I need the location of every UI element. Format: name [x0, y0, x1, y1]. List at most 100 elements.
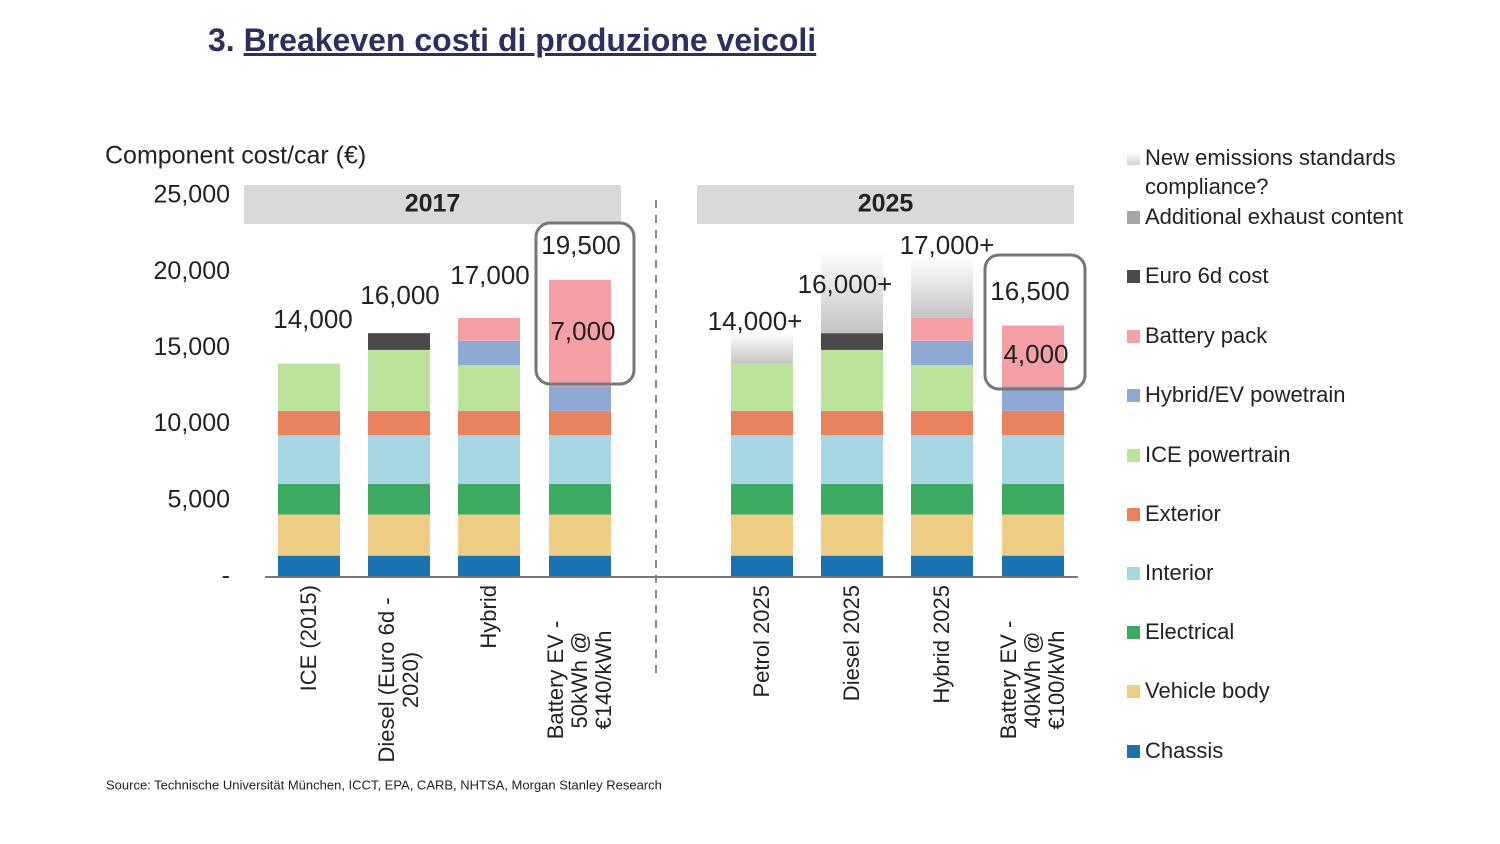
- bar-segment: [278, 410, 340, 436]
- bar-segment: [278, 363, 340, 411]
- legend-label: Hybrid/EV powetrain: [1145, 382, 1346, 407]
- x-tick-label: Hybrid: [476, 585, 501, 649]
- source: Source: Technische Universität München, …: [106, 777, 662, 792]
- bar-segment: [368, 555, 430, 577]
- segment-label: 7,000: [550, 316, 615, 346]
- total-label: 19,500: [541, 230, 621, 260]
- bar-segment: [368, 410, 430, 436]
- legend-label: Interior: [1145, 560, 1214, 585]
- bar-segment: [368, 333, 430, 350]
- bar-segment: [458, 317, 520, 341]
- total-label: 16,000: [360, 280, 440, 310]
- bar-segment: [1002, 514, 1064, 556]
- bar-segment: [458, 484, 520, 515]
- bar-segment: [549, 435, 611, 485]
- bar-segment: [458, 410, 520, 436]
- bar-segment: [821, 555, 883, 577]
- bar-segment: [549, 410, 611, 436]
- y-tick-label: 20,000: [154, 257, 230, 285]
- bar-segment: [458, 365, 520, 411]
- bar-segment: [458, 555, 520, 577]
- bar-segment: [911, 256, 973, 318]
- x-tick-label: Diesel (Euro 6d - 2020): [374, 597, 423, 763]
- bar-segment: [458, 340, 520, 366]
- bar-segment: [278, 555, 340, 577]
- bar-segment: [1002, 484, 1064, 515]
- bar-segment: [911, 435, 973, 485]
- bar-segment: [549, 386, 611, 411]
- total-label: 14,000+: [708, 306, 803, 336]
- bar-segment: [731, 333, 793, 364]
- bar-segment: [911, 365, 973, 411]
- bar-segment: [1002, 435, 1064, 485]
- legend-label: ICE powertrain: [1145, 442, 1291, 467]
- bar-segment: [549, 514, 611, 556]
- bar-segment: [458, 435, 520, 485]
- legend-swatch: [1127, 508, 1140, 521]
- x-tick-label: Hybrid 2025: [929, 585, 954, 704]
- legend-label: Vehicle body: [1145, 678, 1270, 703]
- legend-swatch: [1127, 211, 1140, 224]
- bar-segment: [731, 484, 793, 515]
- x-tick-label: Diesel 2025: [839, 585, 864, 702]
- bar-segment: [821, 435, 883, 485]
- bar-segment: [1002, 410, 1064, 436]
- legend-label: Chassis: [1145, 738, 1224, 763]
- y-axis-label: Component cost/car (€): [105, 142, 366, 170]
- bar-segment: [731, 410, 793, 436]
- group-label: 2017: [405, 190, 461, 218]
- y-tick-label: 25,000: [154, 181, 230, 209]
- total-label: 17,000+: [900, 230, 995, 260]
- bar-segment: [821, 410, 883, 436]
- bar-segment: [549, 555, 611, 577]
- bar-segment: [368, 349, 430, 411]
- total-label: 16,000+: [798, 269, 893, 299]
- bar-segment: [368, 435, 430, 485]
- y-tick-label: 15,000: [154, 333, 230, 361]
- bar-segment: [821, 484, 883, 515]
- title-text: Breakeven costi di produzione veicoli: [243, 22, 817, 58]
- bar-segment: [278, 484, 340, 515]
- group-label: 2025: [858, 190, 914, 218]
- legend-swatch: [1127, 449, 1140, 462]
- legend-swatch: [1127, 152, 1140, 165]
- legend-swatch: [1127, 389, 1140, 402]
- bar-segment: [731, 363, 793, 411]
- legend-swatch: [1127, 685, 1140, 698]
- bar-segment: [911, 514, 973, 556]
- bar-segment: [911, 484, 973, 515]
- x-tick-label: ICE (2015): [296, 585, 321, 692]
- bar-segment: [911, 555, 973, 577]
- bar-segment: [731, 435, 793, 485]
- legend-swatch: [1127, 745, 1140, 758]
- bar-segment: [821, 333, 883, 350]
- y-tick-label: 10,000: [154, 409, 230, 437]
- legend-label: Electrical: [1145, 619, 1235, 644]
- bar-segment: [368, 514, 430, 556]
- legend-label: Exterior: [1145, 501, 1221, 526]
- bar-segment: [278, 514, 340, 556]
- bar-segment: [911, 317, 973, 341]
- bar-segment: [458, 514, 520, 556]
- bar-segment: [278, 435, 340, 485]
- slide-title: 3. Breakeven costi di produzione veicoli: [208, 22, 816, 59]
- legend-swatch: [1127, 626, 1140, 639]
- total-label: 17,000: [450, 260, 530, 290]
- total-label: 16,500: [990, 276, 1070, 306]
- legend-swatch: [1127, 270, 1140, 283]
- highlight-box: [983, 253, 1087, 391]
- bar-segment: [1002, 386, 1064, 411]
- bar-segment: [731, 514, 793, 556]
- legend-label: Battery pack: [1145, 323, 1268, 348]
- y-tick-label: 5,000: [167, 485, 230, 513]
- legend-label: Additional exhaust content: [1145, 204, 1404, 229]
- bar-segment: [911, 410, 973, 436]
- x-tick-label: Battery EV - 50kWh @ €140/kWh: [543, 620, 616, 740]
- bar-segment: [549, 484, 611, 515]
- x-tick-label: Battery EV - 40kWh @ €100/kWh: [996, 620, 1069, 740]
- bar-segment: [549, 279, 611, 387]
- bar-segment: [1002, 325, 1064, 387]
- bar-segment: [821, 514, 883, 556]
